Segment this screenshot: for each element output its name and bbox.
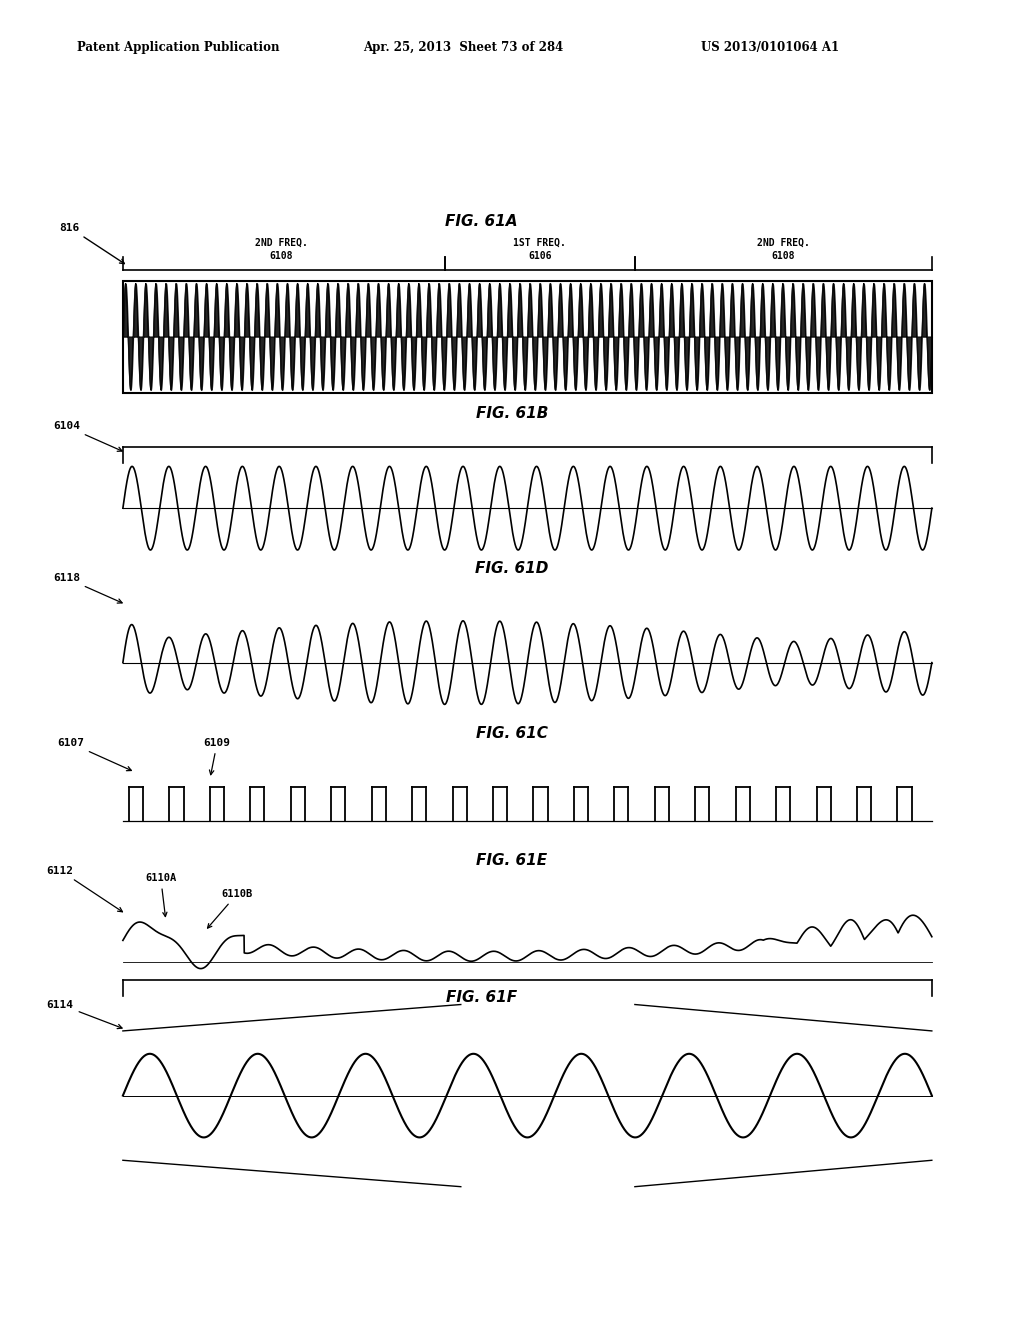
Text: 1ST FREQ.: 1ST FREQ. [513, 238, 566, 248]
Text: US 2013/0101064 A1: US 2013/0101064 A1 [701, 41, 840, 54]
Text: 6106: 6106 [528, 251, 551, 261]
Text: 6107: 6107 [57, 738, 131, 771]
Text: 6110B: 6110B [208, 890, 253, 928]
Text: Patent Application Publication: Patent Application Publication [77, 41, 280, 54]
Text: FIG. 61C: FIG. 61C [476, 726, 548, 741]
Text: 6104: 6104 [53, 421, 122, 451]
Text: 6118: 6118 [53, 573, 122, 603]
Bar [123, 281, 932, 393]
Text: 6109: 6109 [204, 738, 230, 775]
Text: 6110A: 6110A [145, 874, 176, 916]
Text: FIG. 61E: FIG. 61E [476, 853, 548, 869]
Text: 6112: 6112 [47, 866, 123, 912]
Text: 6108: 6108 [772, 251, 795, 261]
Text: 816: 816 [59, 223, 124, 264]
Text: FIG. 61B: FIG. 61B [476, 407, 548, 421]
Text: FIG. 61A: FIG. 61A [445, 214, 517, 230]
Text: 2ND FREQ.: 2ND FREQ. [757, 238, 810, 248]
Text: FIG. 61D: FIG. 61D [475, 561, 549, 576]
Text: 6114: 6114 [47, 999, 122, 1028]
Text: 2ND FREQ.: 2ND FREQ. [255, 238, 308, 248]
Text: FIG. 61F: FIG. 61F [445, 990, 517, 1005]
Text: 6108: 6108 [270, 251, 293, 261]
Text: Apr. 25, 2013  Sheet 73 of 284: Apr. 25, 2013 Sheet 73 of 284 [364, 41, 564, 54]
